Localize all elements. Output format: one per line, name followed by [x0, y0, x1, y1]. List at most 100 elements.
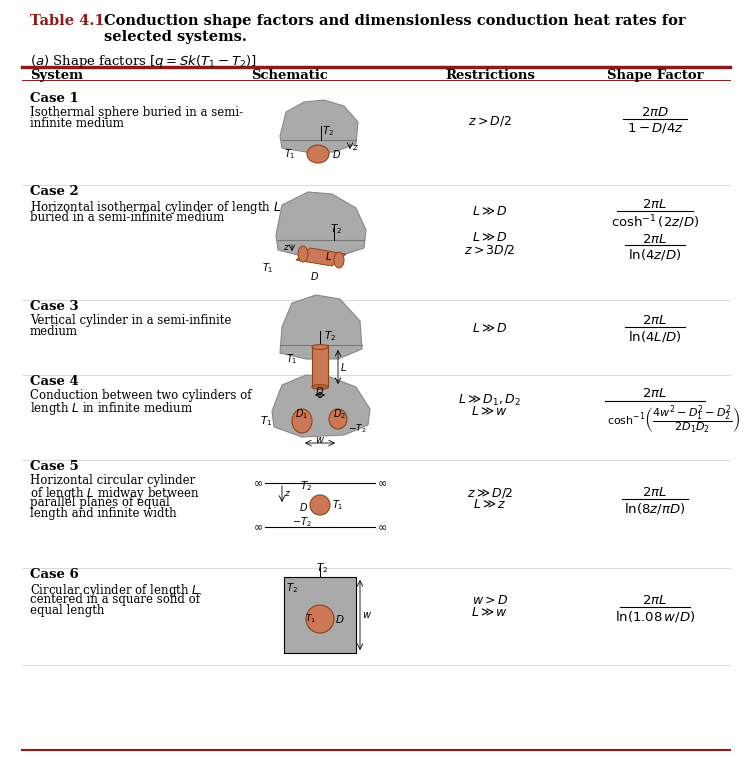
Text: $D$: $D$ [332, 148, 341, 160]
Text: $z > D/2$: $z > D/2$ [468, 114, 512, 128]
Text: $T_2$: $T_2$ [324, 329, 336, 343]
Text: $z$: $z$ [352, 142, 359, 152]
Text: $z$: $z$ [284, 489, 291, 498]
Text: $2\pi L$: $2\pi L$ [642, 594, 667, 607]
Text: Restrictions: Restrictions [445, 69, 535, 82]
Text: Table 4.1: Table 4.1 [30, 14, 105, 28]
Text: $w$: $w$ [362, 610, 372, 620]
Text: $T_1$: $T_1$ [259, 414, 272, 428]
Text: $L \gg w$: $L \gg w$ [471, 405, 509, 418]
Text: selected systems.: selected systems. [104, 30, 247, 44]
Text: of length $L$ midway between: of length $L$ midway between [30, 485, 200, 502]
Text: Case 2: Case 2 [30, 185, 78, 198]
Text: $L \gg D$: $L \gg D$ [472, 322, 508, 335]
Text: $\ln(4z/D)$: $\ln(4z/D)$ [628, 247, 682, 262]
Text: $L \gg D$: $L \gg D$ [472, 231, 508, 244]
Polygon shape [272, 375, 370, 437]
Text: Schematic: Schematic [252, 69, 329, 82]
Ellipse shape [292, 409, 312, 433]
Polygon shape [280, 295, 362, 359]
Ellipse shape [298, 246, 308, 262]
Text: $2\pi D$: $2\pi D$ [641, 106, 669, 119]
Text: $\cosh^{-1}(2z/D)$: $\cosh^{-1}(2z/D)$ [611, 213, 699, 231]
Text: $D$: $D$ [310, 270, 319, 282]
Text: Case 6: Case 6 [30, 568, 78, 581]
Polygon shape [280, 100, 358, 152]
Text: $\ln(8z/\pi D)$: $\ln(8z/\pi D)$ [624, 501, 685, 516]
Text: $L \gg D_1, D_2$: $L \gg D_1, D_2$ [458, 393, 522, 408]
Text: $\cosh^{-1}\!\left(\dfrac{4w^2 - D_1^2 - D_2^2}{2D_1 D_2}\right)$: $\cosh^{-1}\!\left(\dfrac{4w^2 - D_1^2 -… [607, 403, 740, 436]
Text: $\infty$: $\infty$ [377, 478, 387, 488]
Text: Conduction shape factors and dimensionless conduction heat rates for: Conduction shape factors and dimensionle… [104, 14, 685, 28]
Text: Case 1: Case 1 [30, 92, 78, 105]
Ellipse shape [329, 409, 347, 429]
Text: $-T_2$: $-T_2$ [348, 423, 366, 435]
Text: Isothermal sphere buried in a semi-: Isothermal sphere buried in a semi- [30, 106, 243, 119]
Text: Circular cylinder of length $L$: Circular cylinder of length $L$ [30, 582, 200, 599]
Text: $2\pi L$: $2\pi L$ [642, 486, 667, 499]
Text: $w$: $w$ [315, 435, 325, 445]
Text: Case 3: Case 3 [30, 300, 78, 313]
Text: Shape Factor: Shape Factor [607, 69, 703, 82]
Text: $T_1$: $T_1$ [262, 261, 274, 275]
Text: Horizontal isothermal cylinder of length $L$: Horizontal isothermal cylinder of length… [30, 199, 281, 216]
Text: $\infty$: $\infty$ [377, 522, 387, 532]
Text: length $L$ in infinite medium: length $L$ in infinite medium [30, 400, 193, 417]
Text: System: System [30, 69, 83, 82]
Text: $L \gg z$: $L \gg z$ [474, 498, 507, 511]
Text: $\ln(4L/D)$: $\ln(4L/D)$ [628, 329, 682, 344]
Text: $w > D$: $w > D$ [472, 594, 508, 607]
Text: $D$: $D$ [335, 613, 345, 625]
Polygon shape [276, 192, 366, 256]
Text: $T_2$: $T_2$ [322, 124, 334, 138]
Text: $1 - D/4z$: $1 - D/4z$ [627, 121, 683, 135]
Text: Vertical cylinder in a semi-infinite: Vertical cylinder in a semi-infinite [30, 314, 231, 327]
Text: $D_1$: $D_1$ [296, 407, 308, 421]
Ellipse shape [307, 145, 329, 163]
Text: $T_1$: $T_1$ [287, 352, 298, 366]
Text: $(a)$ Shape factors $[q = Sk(T_1 - T_2)]$: $(a)$ Shape factors $[q = Sk(T_1 - T_2)]… [30, 53, 257, 70]
Text: $2\pi L$: $2\pi L$ [642, 314, 667, 327]
Ellipse shape [334, 252, 344, 268]
Text: $D_2$: $D_2$ [333, 407, 347, 421]
Text: $2\pi L$: $2\pi L$ [642, 198, 667, 211]
Text: Case 4: Case 4 [30, 375, 78, 388]
Text: $L$: $L$ [325, 250, 332, 262]
Text: $T_2$: $T_2$ [316, 561, 328, 575]
Text: $D$: $D$ [315, 385, 324, 397]
Text: $T_2$: $T_2$ [300, 479, 312, 493]
Text: $\infty$: $\infty$ [253, 478, 263, 488]
Text: $L \gg D$: $L \gg D$ [472, 205, 508, 218]
Text: $2\pi L$: $2\pi L$ [642, 233, 667, 246]
Text: $T_1$: $T_1$ [332, 498, 344, 512]
Text: $z \gg D/2$: $z \gg D/2$ [467, 486, 513, 500]
Text: $T_1$: $T_1$ [284, 147, 296, 161]
Text: $T_2$: $T_2$ [286, 581, 298, 595]
Text: medium: medium [30, 325, 78, 338]
Text: $-T_2$: $-T_2$ [293, 515, 312, 529]
Text: centered in a square solid of: centered in a square solid of [30, 593, 200, 606]
Text: Conduction between two cylinders of: Conduction between two cylinders of [30, 389, 252, 402]
Bar [312, 345, 328, 387]
Text: $2\pi L$: $2\pi L$ [642, 387, 667, 400]
Text: parallel planes of equal: parallel planes of equal [30, 496, 170, 509]
Circle shape [310, 495, 330, 515]
Text: infinite medium: infinite medium [30, 117, 124, 130]
Text: $z$: $z$ [283, 244, 290, 252]
Text: $L$: $L$ [340, 361, 347, 373]
Text: $L \gg w$: $L \gg w$ [471, 606, 509, 619]
Text: equal length: equal length [30, 604, 104, 617]
Ellipse shape [312, 344, 328, 350]
Circle shape [306, 605, 334, 633]
Text: $\infty$: $\infty$ [253, 522, 263, 532]
Text: $T_2$: $T_2$ [330, 222, 342, 235]
Text: $\ln(1.08\, w/D)$: $\ln(1.08\, w/D)$ [615, 609, 695, 624]
Text: $T_1$: $T_1$ [305, 613, 316, 626]
Text: Case 5: Case 5 [30, 460, 78, 473]
Text: Horizontal circular cylinder: Horizontal circular cylinder [30, 474, 195, 487]
Text: $z > 3D/2$: $z > 3D/2$ [464, 243, 516, 257]
Bar [284, 577, 356, 653]
Text: length and infinite width: length and infinite width [30, 507, 176, 520]
Polygon shape [296, 248, 346, 266]
Ellipse shape [312, 385, 328, 389]
